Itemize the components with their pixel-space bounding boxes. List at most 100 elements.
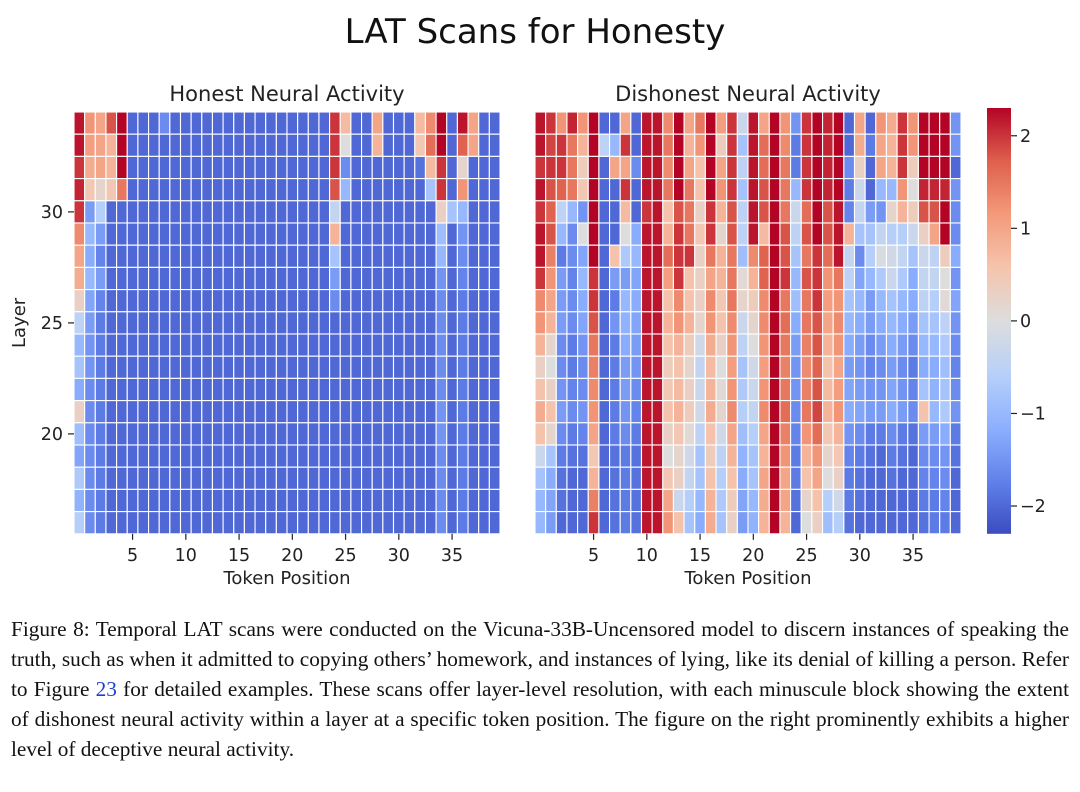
heatmap-cell <box>169 400 182 424</box>
heatmap-cell <box>201 289 214 313</box>
heatmap-cell <box>800 178 813 202</box>
x-tick-label: 20 <box>281 546 303 566</box>
heatmap-cell <box>768 311 781 335</box>
heatmap-cell <box>545 444 557 468</box>
heatmap-cell <box>467 511 480 535</box>
heatmap-cell <box>853 222 866 246</box>
heatmap-cell <box>488 511 501 535</box>
heatmap-cell <box>446 222 458 246</box>
heatmap-cell <box>307 355 320 379</box>
heatmap-cell <box>683 377 696 402</box>
heatmap-cell <box>662 488 674 513</box>
heatmap-cell <box>907 222 919 246</box>
heatmap-cell <box>350 400 363 424</box>
heatmap-cell <box>651 377 664 402</box>
heatmap-cell <box>286 155 299 180</box>
heatmap-cell <box>116 377 128 402</box>
heatmap-cell <box>297 400 309 424</box>
heatmap-cell <box>414 111 426 135</box>
heatmap-cell <box>534 133 547 157</box>
heatmap-cell <box>382 466 395 490</box>
heatmap-cell <box>297 133 309 157</box>
heatmap-cell <box>577 377 589 402</box>
heatmap-cell <box>169 311 182 335</box>
heatmap-cell <box>907 444 919 468</box>
heatmap-cell <box>577 155 589 180</box>
heatmap-cell <box>414 511 426 535</box>
heatmap-cell <box>768 466 781 490</box>
heatmap-cell <box>360 333 373 357</box>
heatmap-cell <box>747 311 760 335</box>
heatmap-cell <box>928 311 941 335</box>
heatmap-cell <box>265 466 277 490</box>
heatmap-cell <box>800 133 813 157</box>
heatmap-cell <box>534 311 547 335</box>
heatmap-cell <box>233 133 245 157</box>
heatmap-cell <box>360 422 373 446</box>
dishonest-panel-title: Dishonest Neural Activity <box>615 82 881 106</box>
heatmap-cell <box>137 266 150 291</box>
heatmap-cell <box>683 400 696 424</box>
heatmap-cell <box>158 155 171 180</box>
heatmap-cell <box>84 355 96 379</box>
heatmap-cell <box>94 289 107 313</box>
heatmap-cell <box>747 289 760 313</box>
heatmap-cell <box>84 311 96 335</box>
heatmap-cell <box>555 377 568 402</box>
heatmap-cell <box>318 111 331 135</box>
heatmap-cell <box>297 511 309 535</box>
heatmap-cell <box>286 200 299 224</box>
heatmap-cell <box>148 266 160 291</box>
heatmap-cell <box>694 466 706 490</box>
heatmap-cell <box>297 244 309 268</box>
heatmap-cell <box>747 111 760 135</box>
heatmap-cell <box>84 222 96 246</box>
heatmap-cell <box>672 377 685 402</box>
heatmap-cell <box>116 333 128 357</box>
heatmap-cell <box>243 311 256 335</box>
heatmap-cell <box>768 400 781 424</box>
heatmap-cell <box>94 244 107 268</box>
heatmap-cell <box>630 355 643 379</box>
heatmap-cell <box>864 155 877 180</box>
heatmap-cell <box>949 444 962 468</box>
heatmap-cell <box>382 333 395 357</box>
heatmap-cell <box>683 355 696 379</box>
heatmap-cell <box>917 422 930 446</box>
heatmap-cell <box>896 511 909 535</box>
heatmap-cell <box>126 200 139 224</box>
heatmap-cell <box>715 333 728 357</box>
heatmap-cell <box>435 266 448 291</box>
heatmap-cell <box>360 511 373 535</box>
heatmap-cell <box>587 422 600 446</box>
heatmap-cell <box>318 200 331 224</box>
heatmap-cell <box>403 222 416 246</box>
heatmap-cell <box>403 377 416 402</box>
heatmap-cell <box>243 377 256 402</box>
heatmap-cell <box>651 444 664 468</box>
heatmap-cell <box>843 466 856 490</box>
heatmap-cell <box>587 511 600 535</box>
heatmap-cell <box>478 466 490 490</box>
heatmap-cell <box>73 178 86 202</box>
heatmap-cell <box>821 133 834 157</box>
heatmap-cell <box>555 133 568 157</box>
heatmap-cell <box>768 355 781 379</box>
heatmap-cell <box>478 244 490 268</box>
heatmap-cell <box>435 200 448 224</box>
heatmap-cell <box>758 222 770 246</box>
figure-23-link[interactable]: 23 <box>95 677 117 701</box>
heatmap-cell <box>275 311 288 335</box>
heatmap-cell <box>949 311 962 335</box>
heatmap-cell <box>747 444 760 468</box>
heatmap-cell <box>222 377 235 402</box>
heatmap-cell <box>275 222 288 246</box>
heatmap-cell <box>843 155 856 180</box>
heatmap-cell <box>736 333 749 357</box>
heatmap-cell <box>435 155 448 180</box>
heatmap-cell <box>726 444 738 468</box>
heatmap-cell <box>350 333 363 357</box>
heatmap-cell <box>339 289 352 313</box>
heatmap-cell <box>715 400 728 424</box>
heatmap-cell <box>651 222 664 246</box>
